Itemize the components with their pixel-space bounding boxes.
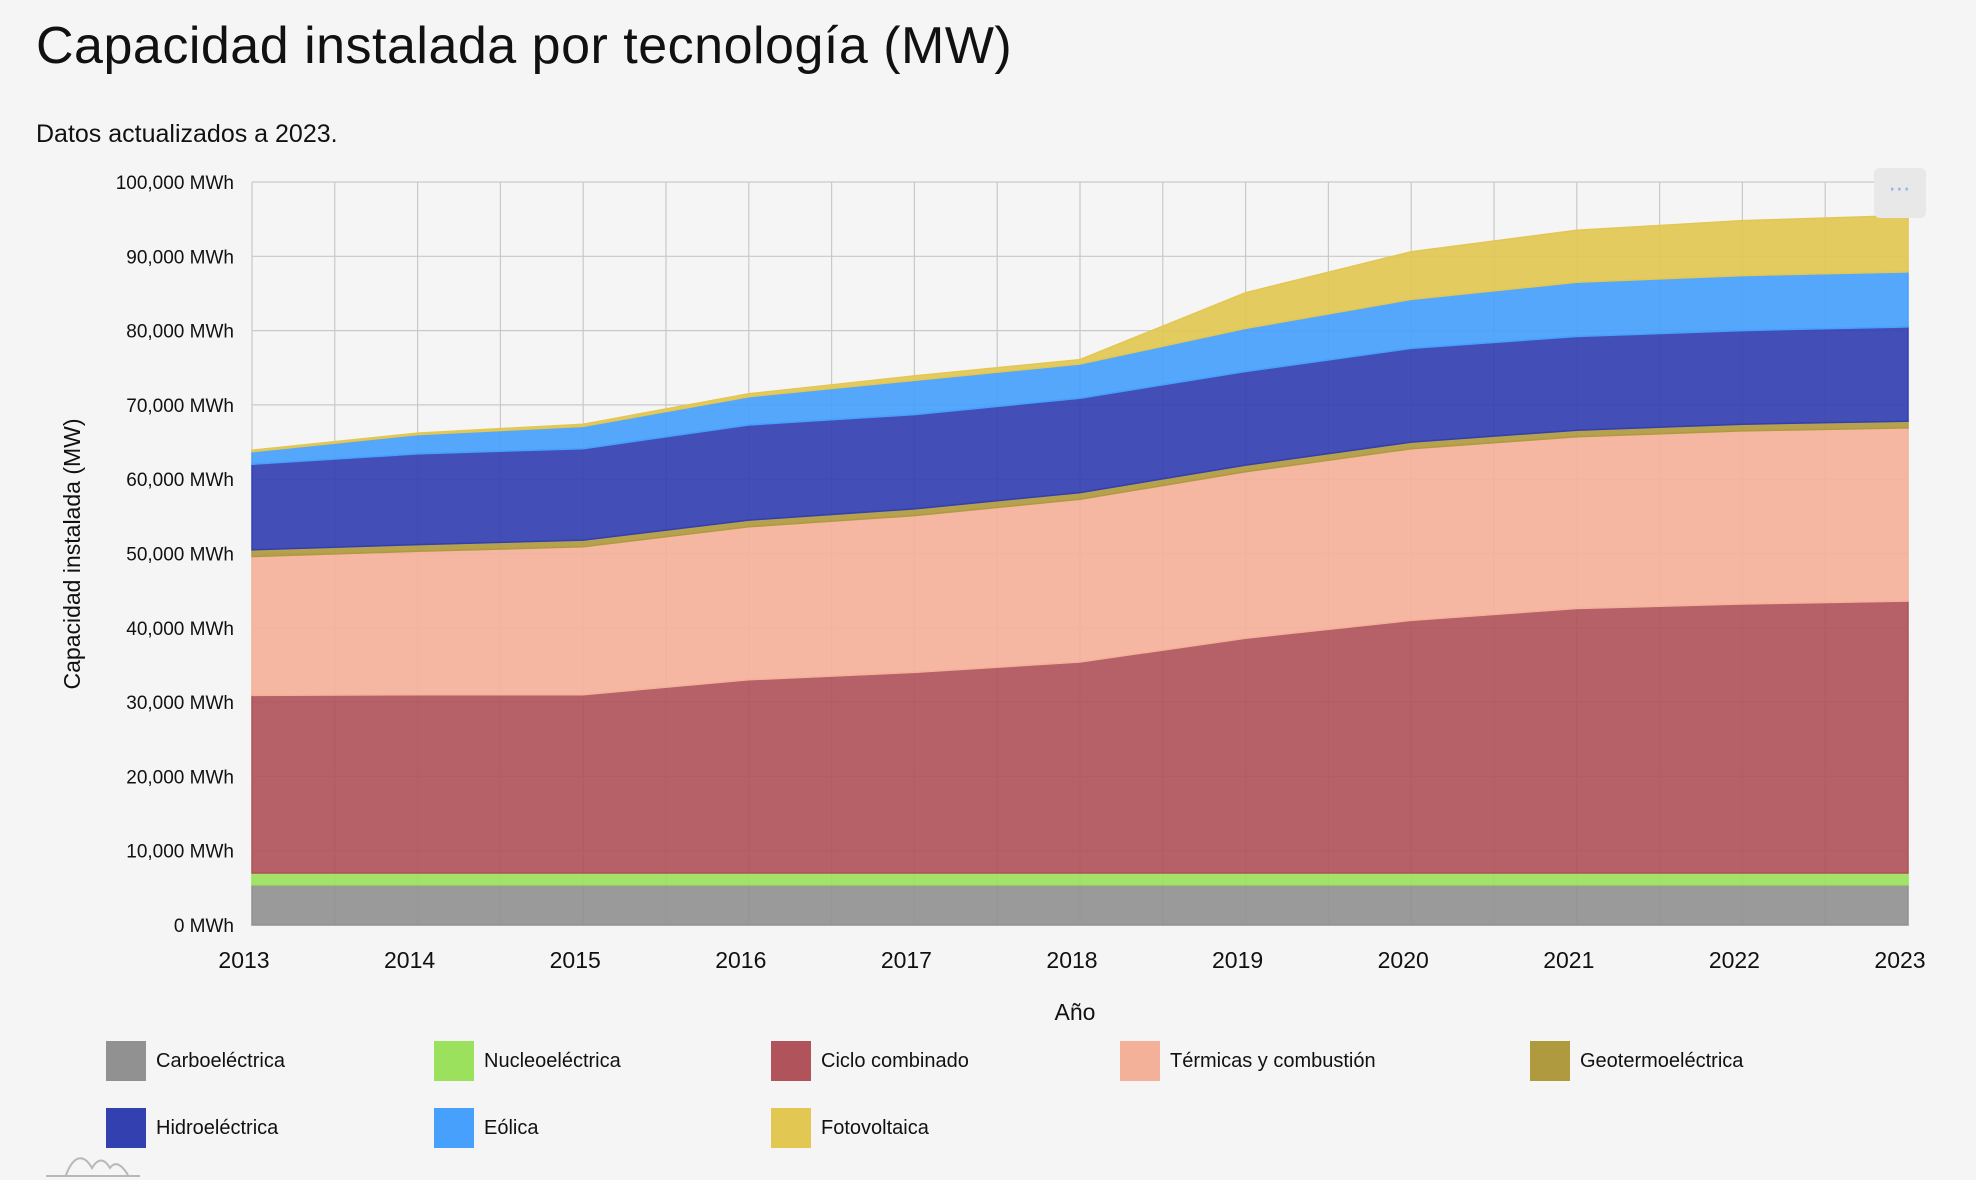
y-tick-label: 50,000 MWh [126,545,234,566]
legend-item[interactable]: Ciclo combinado [771,1040,969,1082]
chart-title: Capacidad instalada por tecnología (MW) [36,17,1013,75]
x-tick-label: 2021 [1543,947,1594,973]
y-tick-label: 30,000 MWh [126,693,234,714]
y-tick-label: 40,000 MWh [126,619,234,640]
area-carboelectrica[interactable] [251,884,1909,926]
legend-label: Ciclo combinado [821,1049,969,1072]
legend-item[interactable]: Nucleoeléctrica [434,1040,621,1082]
legend-label: Hidroeléctrica [156,1116,279,1139]
x-tick-label: 2016 [715,947,766,973]
legend-swatch [771,1108,811,1148]
legend-label: Eólica [484,1116,539,1139]
area-nucleoelectrica[interactable] [251,872,1909,886]
legend-swatch [1530,1041,1570,1081]
x-tick-label: 2014 [384,947,435,973]
x-tick-label: 2015 [550,947,601,973]
legend-item[interactable]: Fotovoltaica [771,1107,929,1149]
y-tick-label: 90,000 MWh [126,247,234,268]
legend-item[interactable]: Hidroeléctrica [106,1107,278,1149]
stacked-area-chart: 0 MWh 10,000 MWh 20,000 MWh 30,000 MWh 40,00… [59,173,1926,1025]
brand-logo-icon [46,1157,140,1177]
y-tick-label: 20,000 MWh [126,767,234,788]
legend-label: Geotermoeléctrica [1580,1049,1744,1072]
y-tick-label: 60,000 MWh [126,470,234,491]
chart-menu-button[interactable]: ⋯ [1874,168,1926,218]
y-tick-label: 70,000 MWh [126,396,234,417]
x-tick-label: 2023 [1874,947,1925,973]
x-tick-label: 2017 [881,947,932,973]
legend-item[interactable]: Geotermoeléctrica [1530,1040,1743,1082]
legend-swatch [106,1108,146,1148]
y-tick-label: 80,000 MWh [126,322,234,343]
x-tick-label: 2013 [218,947,269,973]
legend-swatch [434,1041,474,1081]
legend-swatch [434,1108,474,1148]
legend-swatch [1120,1041,1160,1081]
legend-label: Carboeléctrica [156,1049,285,1072]
x-tick-label: 2019 [1212,947,1263,973]
legend-label: Fotovoltaica [821,1116,929,1139]
y-axis-ticks: 0 MWh 10,000 MWh 20,000 MWh 30,000 MWh 40,00… [116,173,234,937]
y-axis-title: Capacidad instalada (MW) [59,418,85,689]
area-series [251,214,1909,926]
area-fotovoltaica[interactable] [251,214,1909,453]
legend-swatch [106,1041,146,1081]
legend-label: Nucleoeléctrica [484,1049,621,1072]
x-tick-label: 2020 [1378,947,1429,973]
legend-item[interactable]: Eólica [434,1107,538,1149]
chart-subtitle: Datos actualizados a 2023. [36,120,338,148]
legend-item[interactable]: Carboeléctrica [106,1040,285,1082]
y-tick-label: 100,000 MWh [116,173,234,194]
x-axis-ticks: 2013 2014 2015 2016 2017 2018 2019 2020 2021 2022… [218,947,1925,973]
x-axis-title: Año [1055,999,1096,1025]
y-tick-label: 10,000 MWh [126,842,234,863]
chart-legend: Carboeléctrica Nucleoeléctrica Ciclo combi… [106,1040,1946,1180]
more-icon: ⋯ [1888,176,1912,201]
y-tick-label: 0 MWh [174,916,234,937]
x-tick-label: 2022 [1709,947,1760,973]
x-tick-label: 2018 [1046,947,1097,973]
legend-swatch [771,1041,811,1081]
legend-label: Térmicas y combustión [1170,1049,1376,1072]
legend-item[interactable]: Térmicas y combustión [1120,1040,1376,1082]
